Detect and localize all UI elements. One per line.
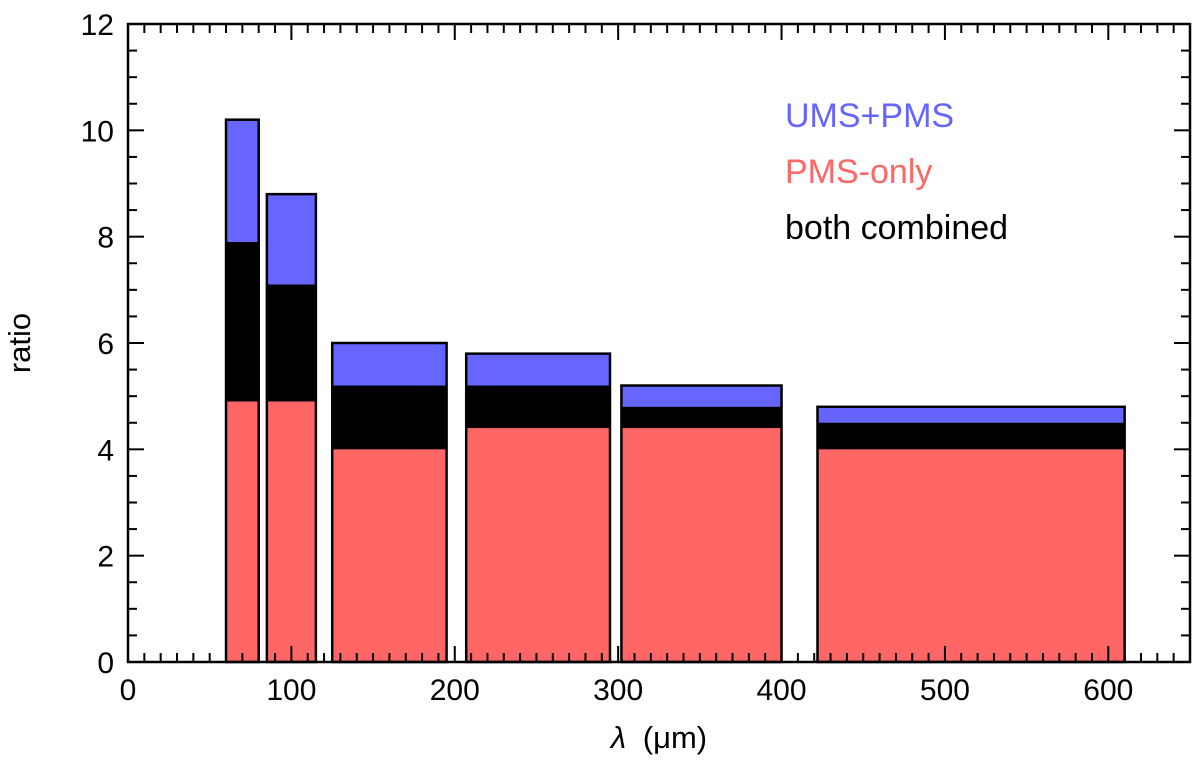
legend-item-ums-pms: UMS+PMS bbox=[785, 97, 954, 135]
y-tick-label: 4 bbox=[97, 434, 114, 467]
bar-pms-only-3 bbox=[332, 449, 447, 662]
tick-labels-layer: 0 100 200 300 400 500 600 0 2 4 6 8 10 12 bbox=[81, 9, 1134, 707]
x-tick-label: 500 bbox=[920, 674, 970, 707]
y-tick-label: 12 bbox=[81, 9, 114, 42]
x-tick-label: 0 bbox=[120, 674, 137, 707]
bar-pms-only-5 bbox=[621, 428, 782, 662]
legend: UMS+PMS PMS-only both combined bbox=[785, 97, 1008, 247]
bar-pms-only-2 bbox=[266, 401, 316, 662]
y-axis-title: ratio bbox=[2, 313, 37, 373]
y-tick-label: 0 bbox=[97, 647, 114, 680]
x-tick-label: 400 bbox=[757, 674, 807, 707]
y-tick-label: 2 bbox=[97, 541, 114, 574]
x-axis-unit: (μm) bbox=[643, 720, 707, 755]
y-tick-label: 10 bbox=[81, 115, 114, 148]
x-tick-label: 200 bbox=[430, 674, 480, 707]
bar-pms-only-4 bbox=[466, 428, 610, 662]
y-tick-label: 6 bbox=[97, 328, 114, 361]
bars-layer bbox=[224, 118, 1126, 664]
x-tick-label: 300 bbox=[593, 674, 643, 707]
y-tick-label: 8 bbox=[97, 222, 114, 255]
legend-item-pms-only: PMS-only bbox=[785, 153, 932, 191]
x-tick-label: 100 bbox=[266, 674, 316, 707]
plot-frame bbox=[126, 22, 1192, 664]
legend-item-both-combined: both combined bbox=[785, 209, 1008, 247]
x-axis-title: λ (μm) bbox=[609, 720, 707, 755]
x-axis-symbol: λ bbox=[609, 720, 626, 755]
bar-pms-only-6 bbox=[817, 449, 1125, 662]
bar-pms-only-1 bbox=[226, 401, 259, 662]
x-tick-label: 600 bbox=[1083, 674, 1133, 707]
